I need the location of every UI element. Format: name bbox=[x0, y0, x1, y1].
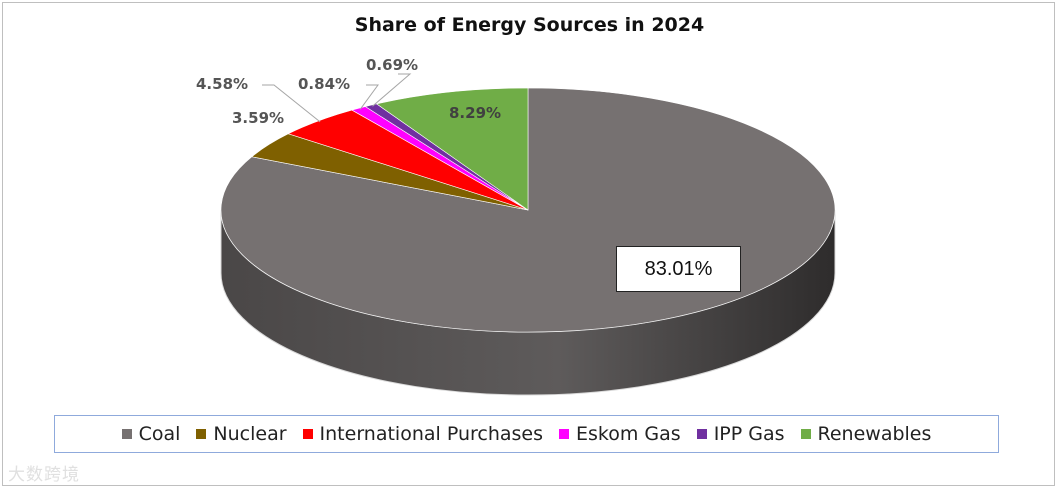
pie-slice-renewables bbox=[375, 87, 529, 211]
legend: Coal Nuclear International Purchases Eskom … bbox=[54, 415, 999, 453]
legend-label-nuclear: Nuclear bbox=[213, 423, 287, 445]
data-label-coal: 83.01% bbox=[616, 246, 741, 292]
data-label-ipp-gas: 0.69% bbox=[366, 56, 418, 74]
legend-label-eskom-gas: Eskom Gas bbox=[576, 423, 681, 445]
legend-item-international-purchases: International Purchases bbox=[302, 423, 544, 445]
leader-line-international-purchases bbox=[262, 84, 321, 123]
legend-swatch-international-purchases bbox=[302, 429, 313, 439]
legend-swatch-ipp-gas bbox=[696, 429, 707, 439]
legend-item-coal: Coal bbox=[121, 423, 181, 445]
legend-label-renewables: Renewables bbox=[817, 423, 932, 445]
data-label-eskom-gas: 0.84% bbox=[298, 75, 350, 93]
legend-item-ipp-gas: IPP Gas bbox=[696, 423, 785, 445]
legend-item-eskom-gas: Eskom Gas bbox=[559, 423, 681, 445]
data-label-nuclear: 3.59% bbox=[232, 109, 284, 127]
data-label-renewables: 8.29% bbox=[449, 104, 501, 122]
legend-swatch-coal bbox=[121, 429, 132, 439]
leader-line-ipp-gas bbox=[372, 73, 412, 107]
leader-line-eskom-gas bbox=[359, 84, 379, 110]
watermark: 大数跨境 bbox=[8, 465, 80, 485]
legend-label-ipp-gas: IPP Gas bbox=[713, 423, 785, 445]
data-label-international-purchases: 4.58% bbox=[196, 75, 248, 93]
legend-swatch-eskom-gas bbox=[559, 429, 570, 439]
legend-item-nuclear: Nuclear bbox=[196, 423, 287, 445]
chart-title: Share of Energy Sources in 2024 bbox=[354, 14, 705, 36]
legend-item-renewables: Renewables bbox=[800, 423, 932, 445]
legend-label-coal: Coal bbox=[138, 423, 181, 445]
legend-swatch-renewables bbox=[800, 429, 811, 439]
legend-swatch-nuclear bbox=[196, 429, 207, 439]
legend-label-international-purchases: International Purchases bbox=[319, 423, 544, 445]
